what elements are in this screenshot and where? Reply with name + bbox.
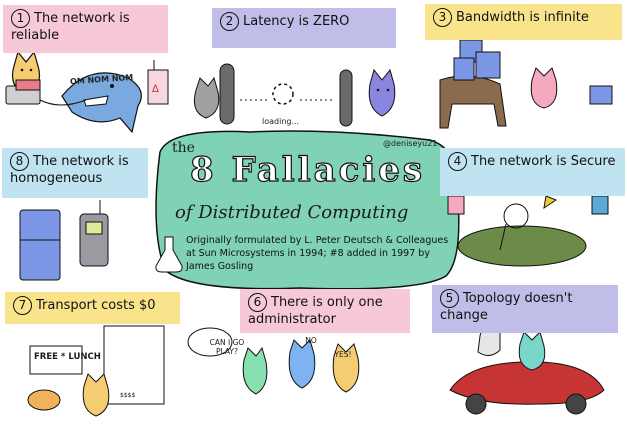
- title-blob: [155, 130, 460, 290]
- shark-illustration: [39, 72, 142, 134]
- fallacy-1-text: The network is reliable: [11, 11, 130, 43]
- author-handle: @deniseyu21: [383, 139, 438, 148]
- loading-spinner: [240, 83, 334, 105]
- fallacy-8-text: The network is homogeneous: [10, 154, 129, 186]
- donkey-bags-illustration: [439, 39, 613, 129]
- origin-note: Originally formulated by L. Peter Deutsc…: [186, 235, 449, 272]
- three-cats-scene: [187, 327, 360, 395]
- title-prefix: the: [172, 140, 195, 156]
- fallacy-5-text: Topology doesn't change: [440, 291, 573, 323]
- phone-illustration: [79, 200, 109, 267]
- fallacy-7-text: Transport costs $0: [36, 298, 156, 313]
- fallacy-1-number: 1: [11, 9, 30, 28]
- fallacy-7-number: 7: [13, 296, 32, 315]
- portal-cat-left: [193, 63, 235, 125]
- car-scene: [449, 318, 605, 415]
- fallacy-6-number: 6: [248, 293, 267, 312]
- fallacy-5-number: 5: [440, 289, 459, 308]
- fallacy-7-banner: 7 Transport costs $0: [5, 292, 180, 324]
- loading-caption: loading...: [262, 117, 300, 126]
- security-scene: [447, 179, 609, 267]
- fallacy-2-number: 2: [220, 12, 239, 31]
- free-lunch-scene: [27, 325, 165, 417]
- fallacy-2-text: Latency is ZERO: [243, 14, 350, 29]
- fallacy-2-banner: 2 Latency is ZERO: [212, 8, 396, 48]
- title-subtitle: of Distributed Computing: [175, 202, 409, 223]
- portal-cat-right: [339, 68, 396, 127]
- svg-text:ᐃ: ᐃ: [152, 84, 159, 95]
- fallacy-4-number: 4: [448, 152, 467, 171]
- speech-can-i-go-play: CAN I GO PLAY?: [209, 338, 245, 356]
- fallacy-6-text: There is only one administrator: [248, 295, 383, 327]
- fallacy-8-number: 8: [10, 152, 29, 171]
- fallacy-4-text: The network is Secure: [471, 154, 616, 169]
- cat-laptop-illustration: [5, 50, 41, 105]
- fallacy-6-banner: 6 There is only one administrator: [240, 289, 410, 333]
- speech-yes: YES!: [334, 350, 352, 359]
- fallacy-4-banner: 4 The network is Secure: [440, 148, 625, 196]
- fallacy-3-banner: 3 Bandwidth is infinite: [425, 4, 622, 40]
- speech-no: NO: [305, 336, 317, 345]
- pink-cat-illustration: [530, 67, 558, 109]
- fallacy-1-banner: 1 The network is reliable: [3, 5, 168, 53]
- title-main: 8 Fallacies: [189, 149, 426, 190]
- fallacy-8-banner: 8 The network is homogeneous: [2, 148, 148, 198]
- flask-icon: [155, 236, 183, 273]
- fallacy-3-number: 3: [433, 8, 452, 27]
- fridge-illustration: [19, 209, 61, 281]
- router-illustration: ᐃ: [147, 60, 169, 105]
- receipt-total: $$$$: [120, 392, 136, 399]
- fallacy-5-banner: 5 Topology doesn't change: [432, 285, 618, 333]
- fallacy-3-text: Bandwidth is infinite: [456, 10, 589, 25]
- free-lunch-sign: FREE * LUNCH: [34, 352, 101, 362]
